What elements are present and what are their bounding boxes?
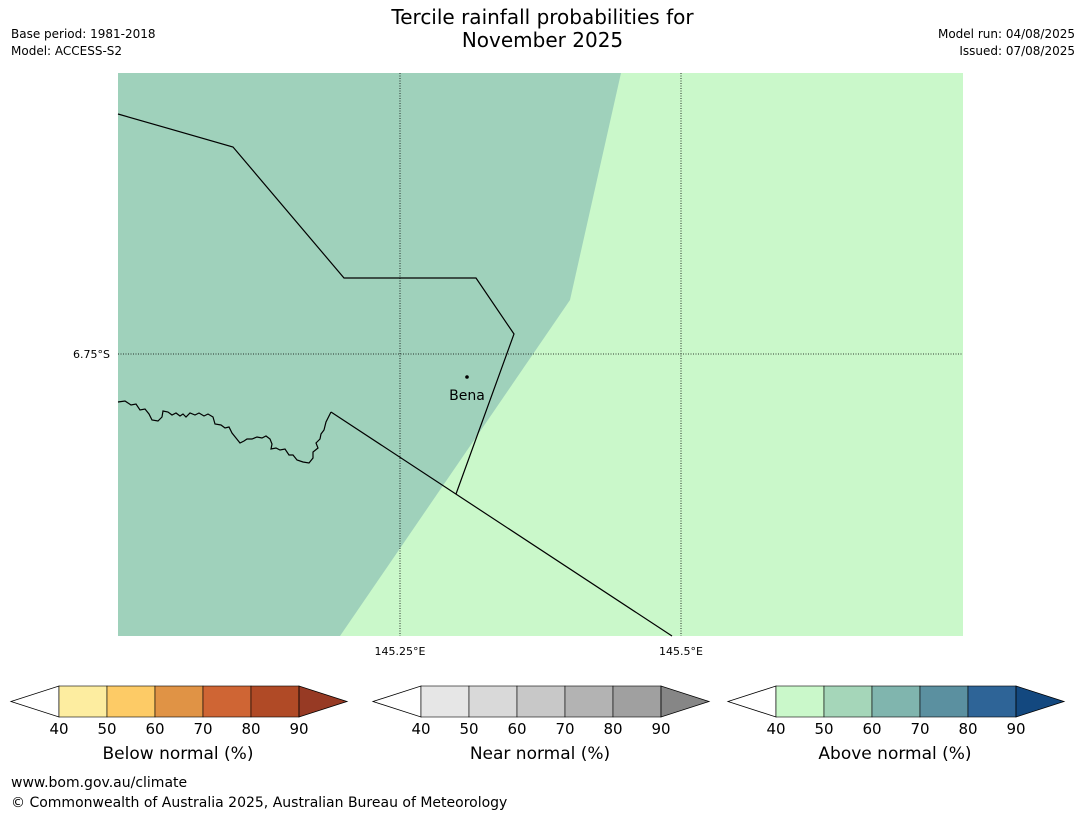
- colorbar-near-tick-label: 90: [651, 720, 670, 738]
- colorbar-above-segment: [919, 685, 969, 718]
- colorbar-near-segment: [420, 685, 470, 718]
- meta-left: Base period: 1981-2018 Model: ACCESS-S2: [11, 26, 156, 60]
- colorbar-above-segment: [967, 685, 1017, 718]
- colorbar-above-segment: [775, 685, 825, 718]
- colorbar-near-segment: [468, 685, 518, 718]
- colorbar-below-segment: [154, 685, 204, 718]
- colorbar-above-tick-label: 50: [814, 720, 833, 738]
- issued-text: Issued: 07/08/2025: [959, 44, 1075, 58]
- town-label: Bena: [449, 388, 485, 404]
- colorbar-above-tick-label: 40: [766, 720, 785, 738]
- colorbar-label-below: Below normal (%): [102, 744, 254, 764]
- colorbar-above-extend-low: [726, 685, 777, 718]
- colorbar-above-extend-high: [1015, 685, 1066, 718]
- province-boundary-south: [330, 411, 673, 637]
- colorbar-near-tick-label: 80: [603, 720, 622, 738]
- colorbar-above-tick-label: 80: [958, 720, 977, 738]
- colorbar-below-tick-label: 60: [145, 720, 164, 738]
- colorbar-label-near: Near normal (%): [469, 744, 611, 764]
- colorbar-near-tick-label: 60: [507, 720, 526, 738]
- colorbar-label-above: Above normal (%): [818, 744, 972, 764]
- colorbar-below-extend-high: [298, 685, 349, 718]
- colorbar-below-segment: [250, 685, 300, 718]
- colorbar-near-segment: [516, 685, 566, 718]
- title-line-1: Tercile rainfall probabilities for: [391, 5, 694, 29]
- colorbar-below-tick-label: 70: [193, 720, 212, 738]
- colorbar-below-tick-label: 50: [97, 720, 116, 738]
- colorbar-near-extend-low: [371, 685, 422, 718]
- town-marker: [465, 375, 469, 379]
- lon-label-145-5: 145.5°E: [659, 645, 703, 658]
- colorbar-near-tick-label: 40: [411, 720, 430, 738]
- colorbars: 40 50 60 70 80 90 40 50 60 70 80 90 40 50 60 70 80 90: [9, 685, 1066, 738]
- colorbar-above-tick-label: 90: [1006, 720, 1025, 738]
- lon-label-145-25: 145.25°E: [375, 645, 426, 658]
- colorbar-above-segment: [823, 685, 873, 718]
- colorbar-below-tick-label: 40: [49, 720, 68, 738]
- colorbar-above-segment: [871, 685, 921, 718]
- province-boundary-river: [117, 400, 332, 464]
- base-period-text: Base period: 1981-2018: [11, 27, 156, 41]
- title-line-2: November 2025: [461, 28, 624, 52]
- model-text: Model: ACCESS-S2: [11, 44, 123, 58]
- footer-copyright: © Commonwealth of Australia 2025, Austra…: [11, 795, 508, 811]
- colorbar-below-segment: [202, 685, 252, 718]
- colorbar-below-segment: [58, 685, 108, 718]
- colorbar-below-extend-low: [9, 685, 60, 718]
- colorbar-below-segment: [106, 685, 156, 718]
- colorbar-above-tick-label: 70: [910, 720, 929, 738]
- meta-right: Model run: 04/08/2025 Issued: 07/08/2025: [938, 26, 1075, 60]
- colorbar-below-tick-label: 80: [241, 720, 260, 738]
- colorbar-near-segment: [564, 685, 614, 718]
- lat-label: 6.75°S: [73, 348, 110, 361]
- colorbar-near-tick-label: 70: [555, 720, 574, 738]
- model-run-text: Model run: 04/08/2025: [937, 27, 1075, 41]
- footer-url: www.bom.gov.au/climate: [11, 775, 188, 791]
- colorbar-near-tick-label: 50: [459, 720, 478, 738]
- colorbar-below-tick-label: 90: [289, 720, 308, 738]
- chart-title: Tercile rainfall probabilities for Novem…: [0, 6, 1085, 52]
- colorbar-above-tick-label: 60: [862, 720, 881, 738]
- region-above-50-60: [118, 73, 621, 636]
- colorbar-near-extend-high: [660, 685, 711, 718]
- colorbar-near-segment: [612, 685, 662, 718]
- province-boundary-north: [117, 113, 515, 495]
